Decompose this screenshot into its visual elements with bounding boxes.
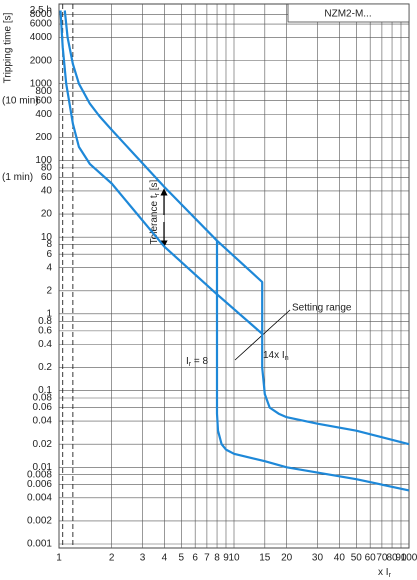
y-tick-label: 400 [35,109,52,120]
x-tick-label: 3 [140,553,146,564]
in-label: 14x In [263,350,289,362]
y-tick-label: 4000 [30,32,53,43]
y-tick-label: 2000 [30,55,53,66]
y-tick-label: 10 [41,232,53,243]
curve [215,240,410,492]
y-tick-label: 0.008 [27,469,52,480]
y-tick-label: 200 [35,132,52,143]
in-sub: n [285,355,289,362]
y-tick-label: 60 [41,172,53,183]
y-tick-label: 0.6 [38,326,52,337]
y-tick-label: 800 [35,86,52,97]
x-tick-label: 15 [259,553,271,564]
ir-sub: r [189,361,192,368]
tol-sub: r [154,192,161,195]
label-box [287,3,410,23]
x-axis-label-main: x I [378,567,389,578]
in-main: 14x I [263,350,285,361]
y-tick-label: 0.08 [33,393,53,404]
x-tick-label: 50 [351,553,363,564]
ir-main: I [186,356,189,367]
tolerance-label: Tolerance tr [s] [149,179,161,244]
setting-range-label: Setting range [292,303,352,314]
x-tick-label: 2 [109,553,115,564]
y-tick-label: 40 [41,186,53,197]
y-tick-label: 0.002 [27,516,52,527]
x-tick-label: 90 [395,553,407,564]
x-tick-label: 10 [228,553,240,564]
y-tick-label: 0.02 [33,439,53,450]
x-tick-label: 20 [281,553,293,564]
x-tick-label: 7 [204,553,210,564]
y-tick-label: 6 [46,249,52,260]
x-axis-label-sub: r [389,572,392,579]
y-tick-label: 8 [46,239,52,250]
tol-main: Tolerance t [149,195,160,244]
y-tick-label: 600 [35,95,52,106]
y-annotation: (1 min) [2,172,33,183]
y-tick-label: 0.1 [38,385,52,396]
y-tick-label: 0.04 [33,416,53,427]
curve [59,10,263,335]
x-tick-label: 80 [386,553,398,564]
y-tick-label: 0.8 [38,316,52,327]
x-tick-label: 60 [365,553,377,564]
ir-label: Ir = 8 [186,356,209,368]
x-axis-label: x Ir [378,567,392,579]
y-tick-label: 80 [41,163,53,174]
y-tick-label: 6000 [30,19,53,30]
y-tick-label: 100 [35,155,52,166]
y-tick-label: 0.01 [33,462,53,473]
x-tick-label: 9 [223,553,229,564]
x-tick-label: 1 [56,553,62,564]
x-tick-label: 4 [162,553,168,564]
y-tick-label: 8000 [30,9,53,20]
x-tick-label: 100 [401,553,417,564]
box-label: NZM2-M... [324,9,371,20]
y-tick-label: 4 [46,262,52,273]
x-tick-label: 40 [334,553,346,564]
y-tick-label: 0.006 [27,479,52,490]
y-tick-label: 1000 [30,78,53,89]
y-annotation: 2.5 h [30,5,52,16]
tol-suffix: [s] [149,179,160,193]
y-tick-label: 20 [41,209,53,220]
y-tick-label: 0.2 [38,362,52,373]
y-tick-label: 1 [46,308,52,319]
y-axis-label: Tripping time [s] [3,12,14,83]
x-tick-label: 5 [179,553,185,564]
x-tick-label: 70 [376,553,388,564]
x-tick-label: 8 [214,553,220,564]
y-tick-label: 0.001 [27,539,52,550]
curve [63,10,410,446]
ir-value: = 8 [191,356,208,367]
x-tick-label: 30 [312,553,324,564]
y-annotation: (10 min) [2,95,39,106]
y-tick-label: 2 [46,285,52,296]
y-tick-label: 0.4 [38,339,52,350]
x-tick-label: 6 [192,553,198,564]
y-tick-label: 0.004 [27,492,52,503]
y-tick-label: 0.06 [33,402,53,413]
